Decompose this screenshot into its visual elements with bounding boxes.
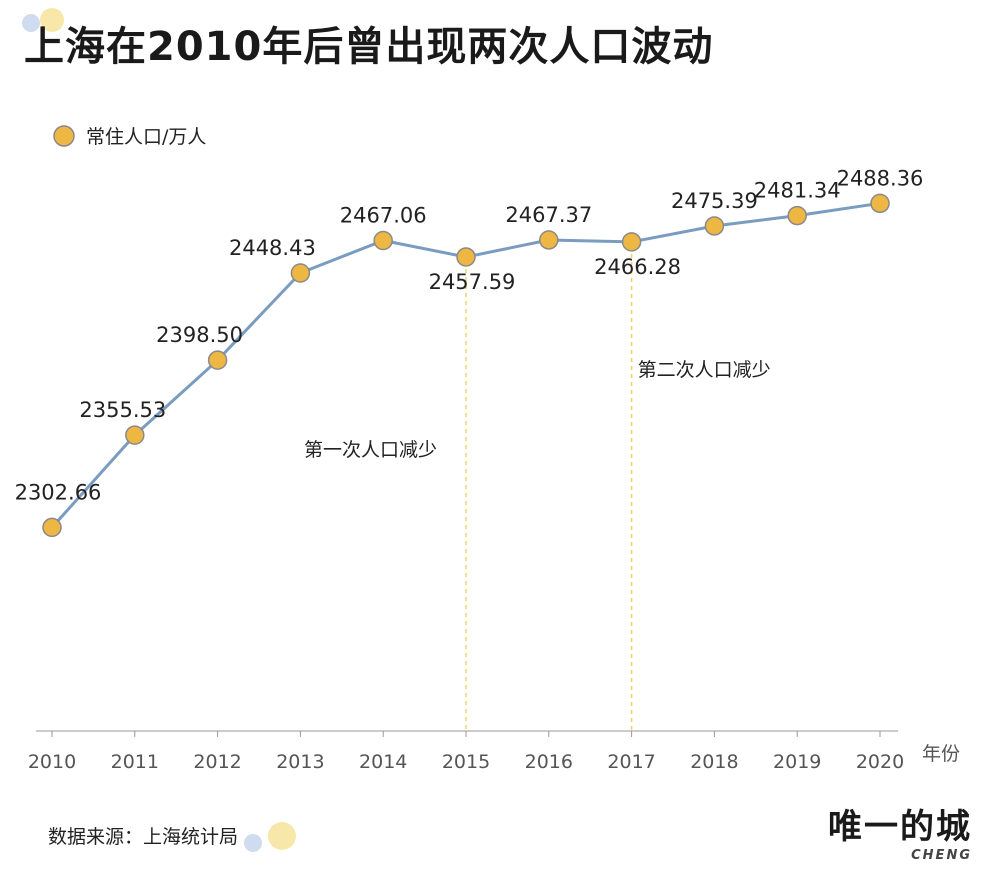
x-tick-label: 2019 (773, 751, 821, 773)
data-point (621, 232, 642, 252)
x-tick-label: 2015 (442, 751, 490, 773)
data-point (787, 205, 807, 226)
data-point (870, 193, 890, 214)
x-tick-label: 2013 (276, 751, 324, 773)
legend-label: 常住人口/万人 (86, 126, 206, 148)
data-point (704, 216, 725, 236)
data-point (290, 263, 311, 283)
data-point (42, 517, 62, 538)
decor-dot-yellow-small (268, 822, 296, 850)
brand-logo: 唯一的城 CHENG (828, 810, 972, 863)
data-label: 2467.06 (340, 204, 427, 228)
data-points (42, 193, 890, 538)
data-label: 2488.36 (837, 166, 924, 190)
data-label: 2481.34 (754, 179, 841, 203)
x-tick-label: 2018 (690, 751, 738, 773)
x-axis-label: 年份 (922, 743, 960, 765)
line-chart: 常住人口/万人 2010 2011 2012 2013 2014 2015 2016 2017… (15, 125, 960, 773)
annotation-text: 第一次人口减少 (304, 439, 437, 461)
decor-dot-blue-small (244, 834, 262, 852)
decor-dot-blue (22, 14, 40, 32)
annotation-text: 第二次人口减少 (638, 359, 771, 381)
data-label: 2466.28 (594, 255, 681, 279)
x-axis-ticks: 2010 2011 2012 2013 2014 2015 2016 2017 2018 2019… (28, 731, 904, 773)
data-label: 2355.53 (79, 398, 166, 422)
brand-name: 唯一的城 (828, 807, 972, 847)
annotation-guides: 第一次人口减少 第二次人口减少 (304, 253, 771, 731)
data-point (207, 350, 228, 370)
brand-sub: CHENG (911, 848, 972, 863)
chart-title: 上海在2010年后曾出现两次人口波动 (24, 24, 714, 70)
legend: 常住人口/万人 (53, 125, 206, 148)
data-point (373, 230, 393, 251)
data-point (125, 425, 145, 445)
data-label: 2398.50 (156, 323, 243, 347)
legend-marker (53, 125, 75, 147)
data-label: 2475.39 (671, 189, 758, 213)
data-source: 数据来源：上海统计局 (48, 826, 239, 848)
x-tick-label: 2011 (111, 751, 159, 773)
x-tick-label: 2020 (856, 751, 904, 773)
x-tick-label: 2016 (525, 751, 573, 773)
data-label: 2448.43 (229, 236, 316, 260)
x-tick-label: 2017 (607, 751, 655, 773)
data-label: 2467.37 (505, 203, 592, 227)
data-point (456, 247, 476, 267)
data-point (539, 230, 559, 250)
data-label: 2457.59 (429, 270, 516, 294)
x-tick-label: 2012 (193, 751, 241, 773)
x-tick-label: 2014 (359, 751, 407, 773)
data-labels: 2302.66 2355.53 2398.50 2448.43 2467.06 2457.… (15, 166, 924, 504)
decor-dot-yellow (40, 8, 64, 32)
x-tick-label: 2010 (28, 751, 76, 773)
data-label: 2302.66 (15, 480, 102, 504)
